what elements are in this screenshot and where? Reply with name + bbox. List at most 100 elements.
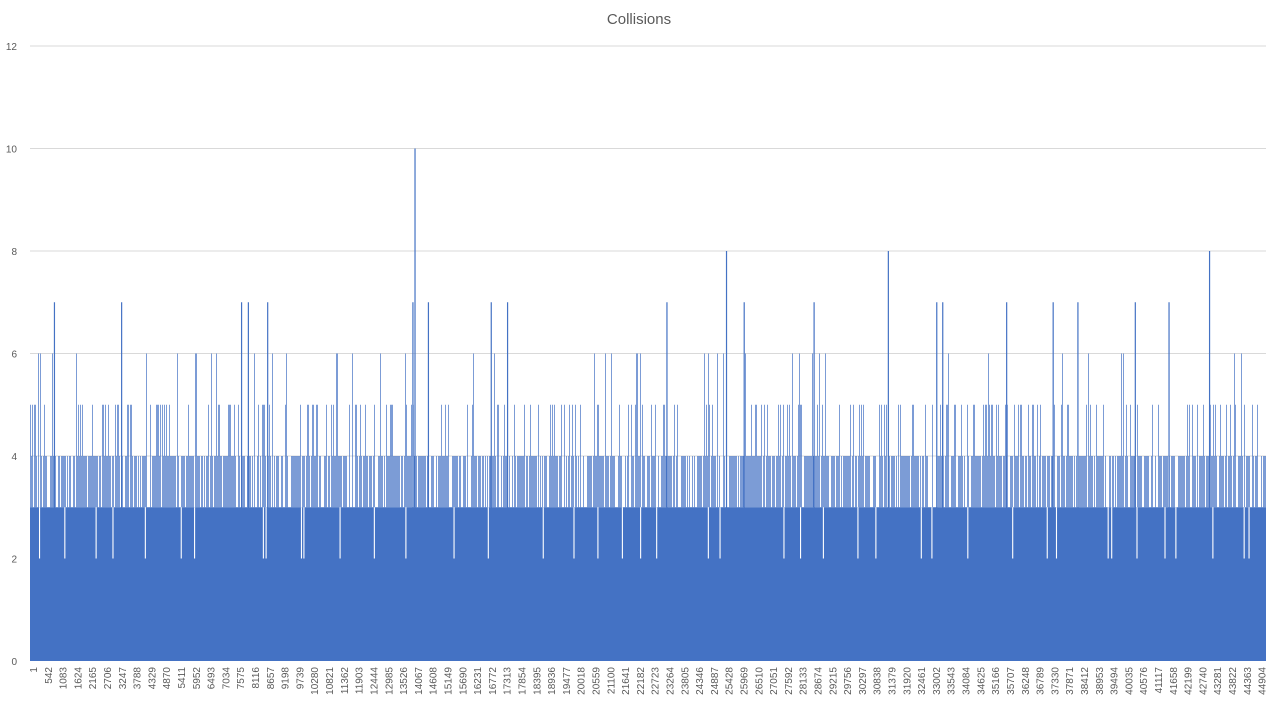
bar [320,456,321,508]
bar [987,456,988,508]
bar [295,456,296,508]
bar-dip [487,507,489,559]
bar [162,404,163,508]
bar [946,404,947,508]
bar [498,404,499,508]
bar [65,456,66,508]
bar [1139,456,1140,508]
bar [1229,456,1230,508]
bar [393,456,394,508]
bar [813,456,814,508]
bar [263,404,264,508]
bar [652,456,653,508]
bar [769,456,770,508]
bar [908,456,909,508]
bar [332,456,333,508]
bar [215,456,216,508]
bar [891,456,892,508]
x-tick-label: 27051 [769,667,780,695]
bar [1228,456,1229,508]
bar [818,456,819,508]
bar [86,456,87,508]
bar [69,456,70,508]
bar [1241,353,1242,508]
bar [719,456,720,508]
x-tick-label: 9198 [281,667,292,690]
bar-dip [920,507,922,559]
bar [1092,456,1093,508]
bar [1173,456,1174,508]
bar [751,404,752,508]
bar [681,456,682,508]
bar [270,456,271,508]
bar [459,456,460,508]
bar [302,456,303,508]
bar [952,456,953,508]
x-tick-label: 41658 [1169,667,1180,695]
bar [439,456,440,508]
x-tick-label: 1 [29,667,40,673]
bar [463,456,464,508]
x-tick-label: 23805 [680,667,691,695]
bar [428,456,429,508]
bar [173,456,174,508]
bar [474,456,475,508]
bar [761,404,762,508]
bar [281,456,282,508]
bar [145,456,146,508]
x-tick-label: 35166 [991,667,1002,695]
bar [1049,456,1050,508]
bar [1133,456,1134,508]
bar [917,456,918,508]
bar [982,456,983,508]
bar [316,404,317,508]
bar [1030,456,1031,508]
bar [341,456,342,508]
bar [808,456,809,508]
bar [1082,456,1083,508]
bar [588,456,589,508]
bar [999,456,1000,508]
x-tick-label: 12444 [369,667,380,695]
x-tick-label: 35707 [1006,667,1017,695]
bar [833,456,834,508]
bar [1102,456,1103,508]
bar [1047,456,1048,508]
bar [903,456,904,508]
x-tick-label: 32461 [917,667,928,695]
bar [1042,456,1043,508]
bar [286,353,287,508]
bar [861,404,862,508]
bar [181,456,182,508]
bar [1240,456,1241,508]
bar [635,404,636,508]
bar [709,404,710,508]
bar [262,404,263,508]
bar [1127,456,1128,508]
bar [475,456,476,508]
bar-dip [1107,507,1109,559]
bar [1155,456,1156,508]
x-tick-label: 13526 [399,667,410,695]
bar-dip [967,507,969,559]
bar [112,456,113,508]
bar [556,456,557,508]
bar [865,456,866,508]
bar [793,456,794,508]
bar [1222,456,1223,508]
bar [1012,456,1013,508]
bar [232,456,233,508]
bar [1187,404,1188,508]
bar [812,353,813,508]
bar [239,456,240,508]
bar [1062,353,1063,508]
bar [677,404,678,508]
x-tick-label: 34084 [962,667,973,695]
bar [121,404,122,508]
x-tick-label: 30297 [858,667,869,695]
bar [167,456,168,508]
bar [278,456,279,508]
bar [63,456,64,508]
bar [410,456,411,508]
bar [77,456,78,508]
